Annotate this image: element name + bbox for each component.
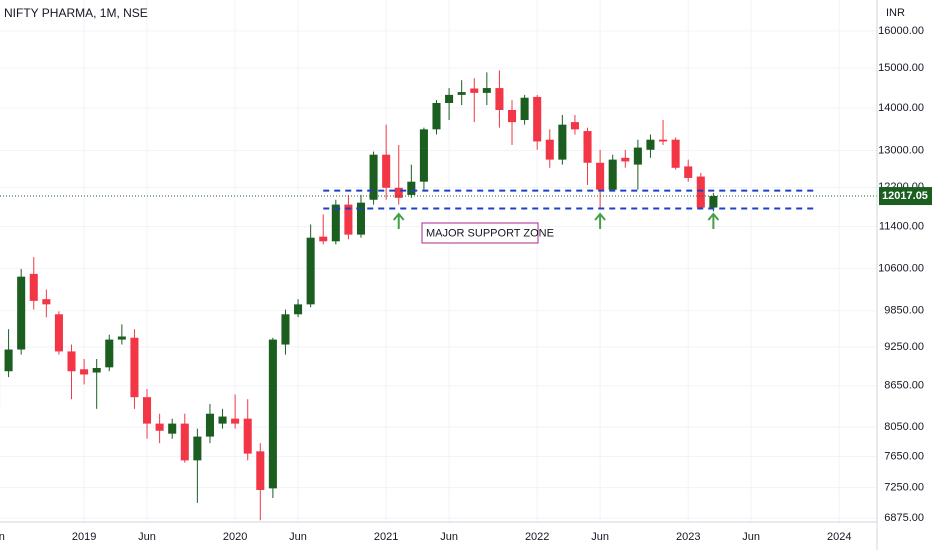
y-tick-label: 16000.00 xyxy=(878,25,924,37)
candle-body xyxy=(608,159,617,190)
price-tag-label: 12017.05 xyxy=(882,190,928,202)
candle-body xyxy=(4,349,13,372)
plot-area xyxy=(0,70,877,521)
x-tick-label: 2021 xyxy=(374,531,398,543)
candle-body xyxy=(570,122,579,130)
x-tick-label: Jun xyxy=(0,531,5,543)
candle-body xyxy=(369,154,378,200)
candle-body xyxy=(533,96,542,142)
candle-body xyxy=(344,204,353,235)
candle-body xyxy=(294,304,303,315)
chart-title: NIFTY PHARMA, 1M, NSE xyxy=(4,6,148,20)
x-tick-label: Jun xyxy=(591,531,609,543)
candle-body xyxy=(545,139,554,160)
arrow-head xyxy=(594,212,606,221)
candle-body xyxy=(281,314,290,345)
y-tick-label: 9850.00 xyxy=(884,305,924,317)
candle-body xyxy=(256,451,265,490)
axis-unit: INR xyxy=(886,7,905,19)
arrow-head xyxy=(392,212,405,221)
candle-body xyxy=(495,88,504,110)
candle-body xyxy=(482,88,491,93)
y-tick-label: 14000.00 xyxy=(878,102,924,114)
candle-body xyxy=(671,139,680,168)
x-tick-label: 2019 xyxy=(72,531,96,543)
candle-body xyxy=(218,416,227,424)
x-tick-label: Jun xyxy=(742,531,760,543)
candle-body xyxy=(596,162,605,190)
y-tick-label: 6875.00 xyxy=(884,512,924,524)
candle-body xyxy=(319,236,328,242)
y-tick-label: 7650.00 xyxy=(884,450,924,462)
candle-body xyxy=(520,97,529,121)
candle-body xyxy=(696,176,705,208)
candle-body xyxy=(42,299,51,305)
arrow xyxy=(594,212,606,229)
candle-body xyxy=(29,273,38,301)
candle-body xyxy=(143,397,152,424)
x-tick-label: Jun xyxy=(289,531,307,543)
grid xyxy=(0,0,877,522)
axis-labels: 16000.0015000.0014000.0013000.0012200.00… xyxy=(0,25,924,543)
x-tick-label: 2023 xyxy=(676,531,700,543)
candle-body xyxy=(193,436,202,461)
candle-body xyxy=(231,418,240,424)
candle-body xyxy=(470,88,479,93)
arrow-head xyxy=(707,212,720,221)
candle-body xyxy=(507,109,517,123)
candle-body xyxy=(646,139,655,150)
candle-body xyxy=(457,92,466,95)
candle-body xyxy=(54,314,63,352)
y-tick-label: 8650.00 xyxy=(884,380,924,392)
y-tick-label: 7250.00 xyxy=(884,481,924,493)
candle-body xyxy=(155,423,164,431)
candle-body xyxy=(168,423,177,434)
candle-body xyxy=(356,202,366,235)
candle-body xyxy=(306,237,315,305)
candle-body xyxy=(268,339,277,489)
candle-body xyxy=(80,369,89,375)
candle-body xyxy=(180,423,189,461)
x-tick-label: 2020 xyxy=(223,531,247,543)
arrow xyxy=(707,212,720,229)
candle-body xyxy=(407,181,416,195)
candle-body xyxy=(117,336,126,340)
candle-body xyxy=(67,351,76,372)
candle-body xyxy=(130,337,139,398)
candle-body xyxy=(243,418,252,454)
x-tick-label: Jun xyxy=(138,531,156,543)
x-tick-label: 2024 xyxy=(827,531,851,543)
y-tick-label: 15000.00 xyxy=(878,62,924,74)
candle-body xyxy=(92,367,101,373)
x-tick-label: 2022 xyxy=(525,531,549,543)
candle-body xyxy=(394,187,403,198)
candle-body xyxy=(621,157,630,162)
y-tick-label: 9250.00 xyxy=(884,341,924,353)
y-tick-label: 13000.00 xyxy=(878,145,924,157)
annotation: MAJOR SUPPORT ZONE xyxy=(426,227,554,239)
candle-body xyxy=(382,154,391,188)
candle-body xyxy=(633,147,642,165)
candle-body xyxy=(105,339,114,368)
arrow xyxy=(392,212,405,229)
candle-body xyxy=(432,103,441,130)
x-tick-label: Jun xyxy=(440,531,458,543)
candle-body xyxy=(17,276,26,350)
y-tick-label: 10600.00 xyxy=(878,262,924,274)
candle-body xyxy=(659,139,668,142)
y-tick-label: 8050.00 xyxy=(884,421,924,433)
candle-body xyxy=(331,204,340,242)
price-tag xyxy=(879,187,932,206)
candle-body xyxy=(419,129,428,182)
annotation-box xyxy=(421,222,539,244)
candle-body xyxy=(583,131,592,163)
candle-body xyxy=(445,94,454,104)
candle-body xyxy=(709,196,718,208)
y-tick-label: 11400.00 xyxy=(879,220,924,232)
candle-body xyxy=(558,124,567,160)
candle-body xyxy=(205,413,214,437)
candle-body xyxy=(684,166,693,178)
